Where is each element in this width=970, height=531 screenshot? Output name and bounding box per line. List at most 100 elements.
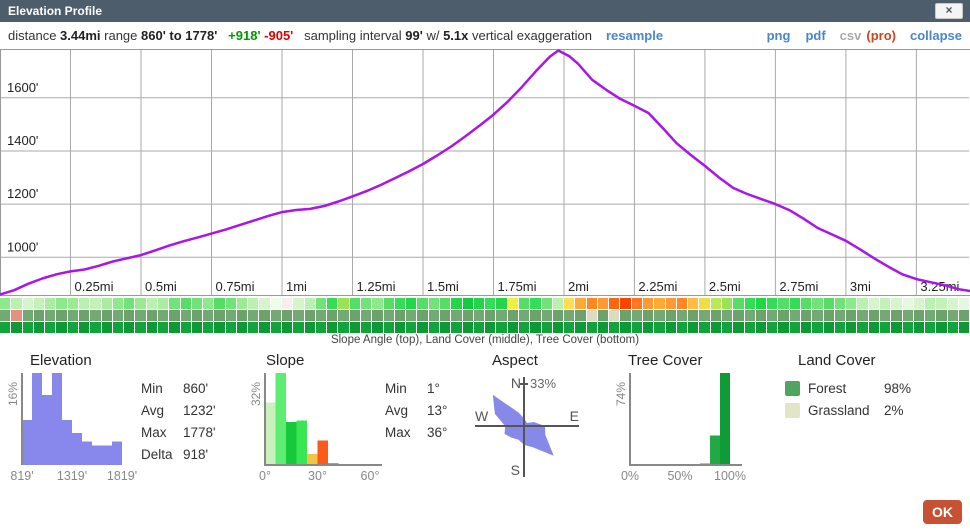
svg-text:1.75mi: 1.75mi <box>498 279 537 294</box>
land-cover-strip-cell <box>586 310 597 321</box>
info-segment: sampling interval <box>293 28 406 43</box>
land-cover-strip-cell <box>755 310 767 321</box>
tree-cover-strip-cell <box>541 322 552 333</box>
tree-cover-strip-cell <box>597 322 609 333</box>
tree-cover-strip-cell <box>846 322 857 333</box>
tree-cover-strip-cell <box>90 322 101 333</box>
tree-cover-strip-cell <box>146 322 157 333</box>
ok-button[interactable]: OK <box>923 500 962 524</box>
slope-angle-strip-cell <box>56 298 67 309</box>
land-cover-strip-cell <box>609 310 620 321</box>
aspect-rose: N 33% W E S <box>455 367 595 494</box>
tree-cover-strip-cell <box>56 322 67 333</box>
tree-cover-histogram: 74% 0% 50% 100% <box>614 370 764 493</box>
land-cover-strip-cell <box>56 310 67 321</box>
slope-angle-strip-cell <box>857 298 868 309</box>
tree-cover-strip-cell <box>304 322 315 333</box>
tree-cover-strip-cell <box>800 322 812 333</box>
svg-text:1.25mi: 1.25mi <box>357 279 396 294</box>
export-png-link[interactable]: png <box>766 28 791 43</box>
tree-cover-strip-cell <box>868 322 879 333</box>
tree-cover-strip-cell <box>902 322 913 333</box>
slope-angle-strip-cell <box>11 298 22 309</box>
tree-cover-strip-cell <box>586 322 597 333</box>
dialog-title: Elevation Profile <box>8 4 103 18</box>
slope-angle-strip-cell <box>530 298 541 309</box>
slope-angle-strip-cell <box>518 298 530 309</box>
slope-angle-strip-cell <box>575 298 586 309</box>
tree-cover-strip-cell <box>767 322 778 333</box>
land-cover-strip-cell <box>383 310 394 321</box>
slope-angle-strip-cell <box>541 298 552 309</box>
slope-angle-strip-cell <box>710 298 721 309</box>
svg-text:E: E <box>570 408 579 424</box>
land-cover-strip <box>0 310 970 321</box>
land-cover-strip-cell <box>925 310 936 321</box>
land-cover-strip-cell <box>259 310 270 321</box>
svg-text:W: W <box>475 408 489 424</box>
slope-angle-strip-cell <box>688 298 699 309</box>
land-cover-strip-cell <box>146 310 157 321</box>
info-segment: range <box>100 28 142 43</box>
stat-label: Avg <box>385 402 409 418</box>
land-cover-strip-cell <box>406 310 417 321</box>
pro-upgrade-label[interactable]: (pro) <box>866 28 896 43</box>
collapse-link[interactable]: collapse <box>909 28 962 43</box>
slope-angle-strip-cell <box>293 298 304 309</box>
svg-text:100%: 100% <box>714 469 746 483</box>
close-button[interactable]: × <box>935 3 963 19</box>
slope-angle-strip-cell <box>947 298 958 309</box>
stat-label: Avg <box>141 402 165 418</box>
land-cover-strip-cell <box>936 310 947 321</box>
land-cover-strip-cell <box>710 310 721 321</box>
tree-cover-strip-cell <box>11 322 22 333</box>
land-cover-strip-cell <box>868 310 879 321</box>
terrain-strips <box>0 298 970 334</box>
elevation-stats: Min 860' Avg 1232' Max 1778' Delta 918' <box>141 377 216 465</box>
land-cover-panel-title: Land Cover <box>798 352 876 369</box>
stat-value: 1232' <box>183 402 216 418</box>
svg-text:S: S <box>511 462 520 478</box>
legend-label: Forest <box>808 380 847 396</box>
land-cover-strip-cell <box>913 310 925 321</box>
slope-angle-strip-cell <box>778 298 789 309</box>
land-cover-strip-cell <box>958 310 970 321</box>
tree-cover-strip-cell <box>157 322 169 333</box>
tree-cover-strip-cell <box>688 322 699 333</box>
land-cover-strip-cell <box>157 310 169 321</box>
stat-label: Max <box>141 424 167 440</box>
svg-text:1600': 1600' <box>7 80 38 95</box>
tree-cover-strip-cell <box>180 322 191 333</box>
slope-angle-strip-cell <box>767 298 778 309</box>
resample-link[interactable]: resample <box>605 28 664 43</box>
tree-cover-strip-cell <box>733 322 744 333</box>
slope-angle-strip-cell <box>315 298 327 309</box>
slope-angle-strip-cell <box>902 298 913 309</box>
export-pdf-link[interactable]: pdf <box>805 28 826 43</box>
svg-text:1mi: 1mi <box>286 279 307 294</box>
tree-cover-strip-cell <box>236 322 248 333</box>
slope-angle-strip-cell <box>654 298 665 309</box>
slope-angle-strip-cell <box>868 298 879 309</box>
slope-angle-strip-cell <box>834 298 846 309</box>
tree-cover-strip-cell <box>248 322 259 333</box>
svg-text:2.75mi: 2.75mi <box>779 279 818 294</box>
tree-cover-strip-cell <box>530 322 541 333</box>
slope-angle-strip-cell <box>913 298 925 309</box>
slope-angle-strip-cell <box>169 298 180 309</box>
tree-cover-strip-cell <box>282 322 293 333</box>
tree-cover-strip-cell <box>22 322 33 333</box>
land-cover-strip-cell <box>180 310 191 321</box>
slope-angle-strip-cell <box>33 298 45 309</box>
slope-angle-strip-cell <box>789 298 800 309</box>
slope-angle-strip-cell <box>451 298 462 309</box>
tree-cover-strip-cell <box>0 322 11 333</box>
slope-angle-strip-cell <box>349 298 360 309</box>
stat-label: Delta <box>141 446 173 462</box>
svg-text:0°: 0° <box>259 469 271 483</box>
tree-cover-strip-cell <box>361 322 372 333</box>
land-cover-strip-cell <box>767 310 778 321</box>
elevation-profile-chart[interactable]: 0.25mi 0.5mi 0.75mi 1mi 1.25mi 1.5mi 1.75mi 2mi… <box>0 49 970 296</box>
tree-cover-strip-cell <box>620 322 631 333</box>
land-cover-strip-cell <box>496 310 507 321</box>
